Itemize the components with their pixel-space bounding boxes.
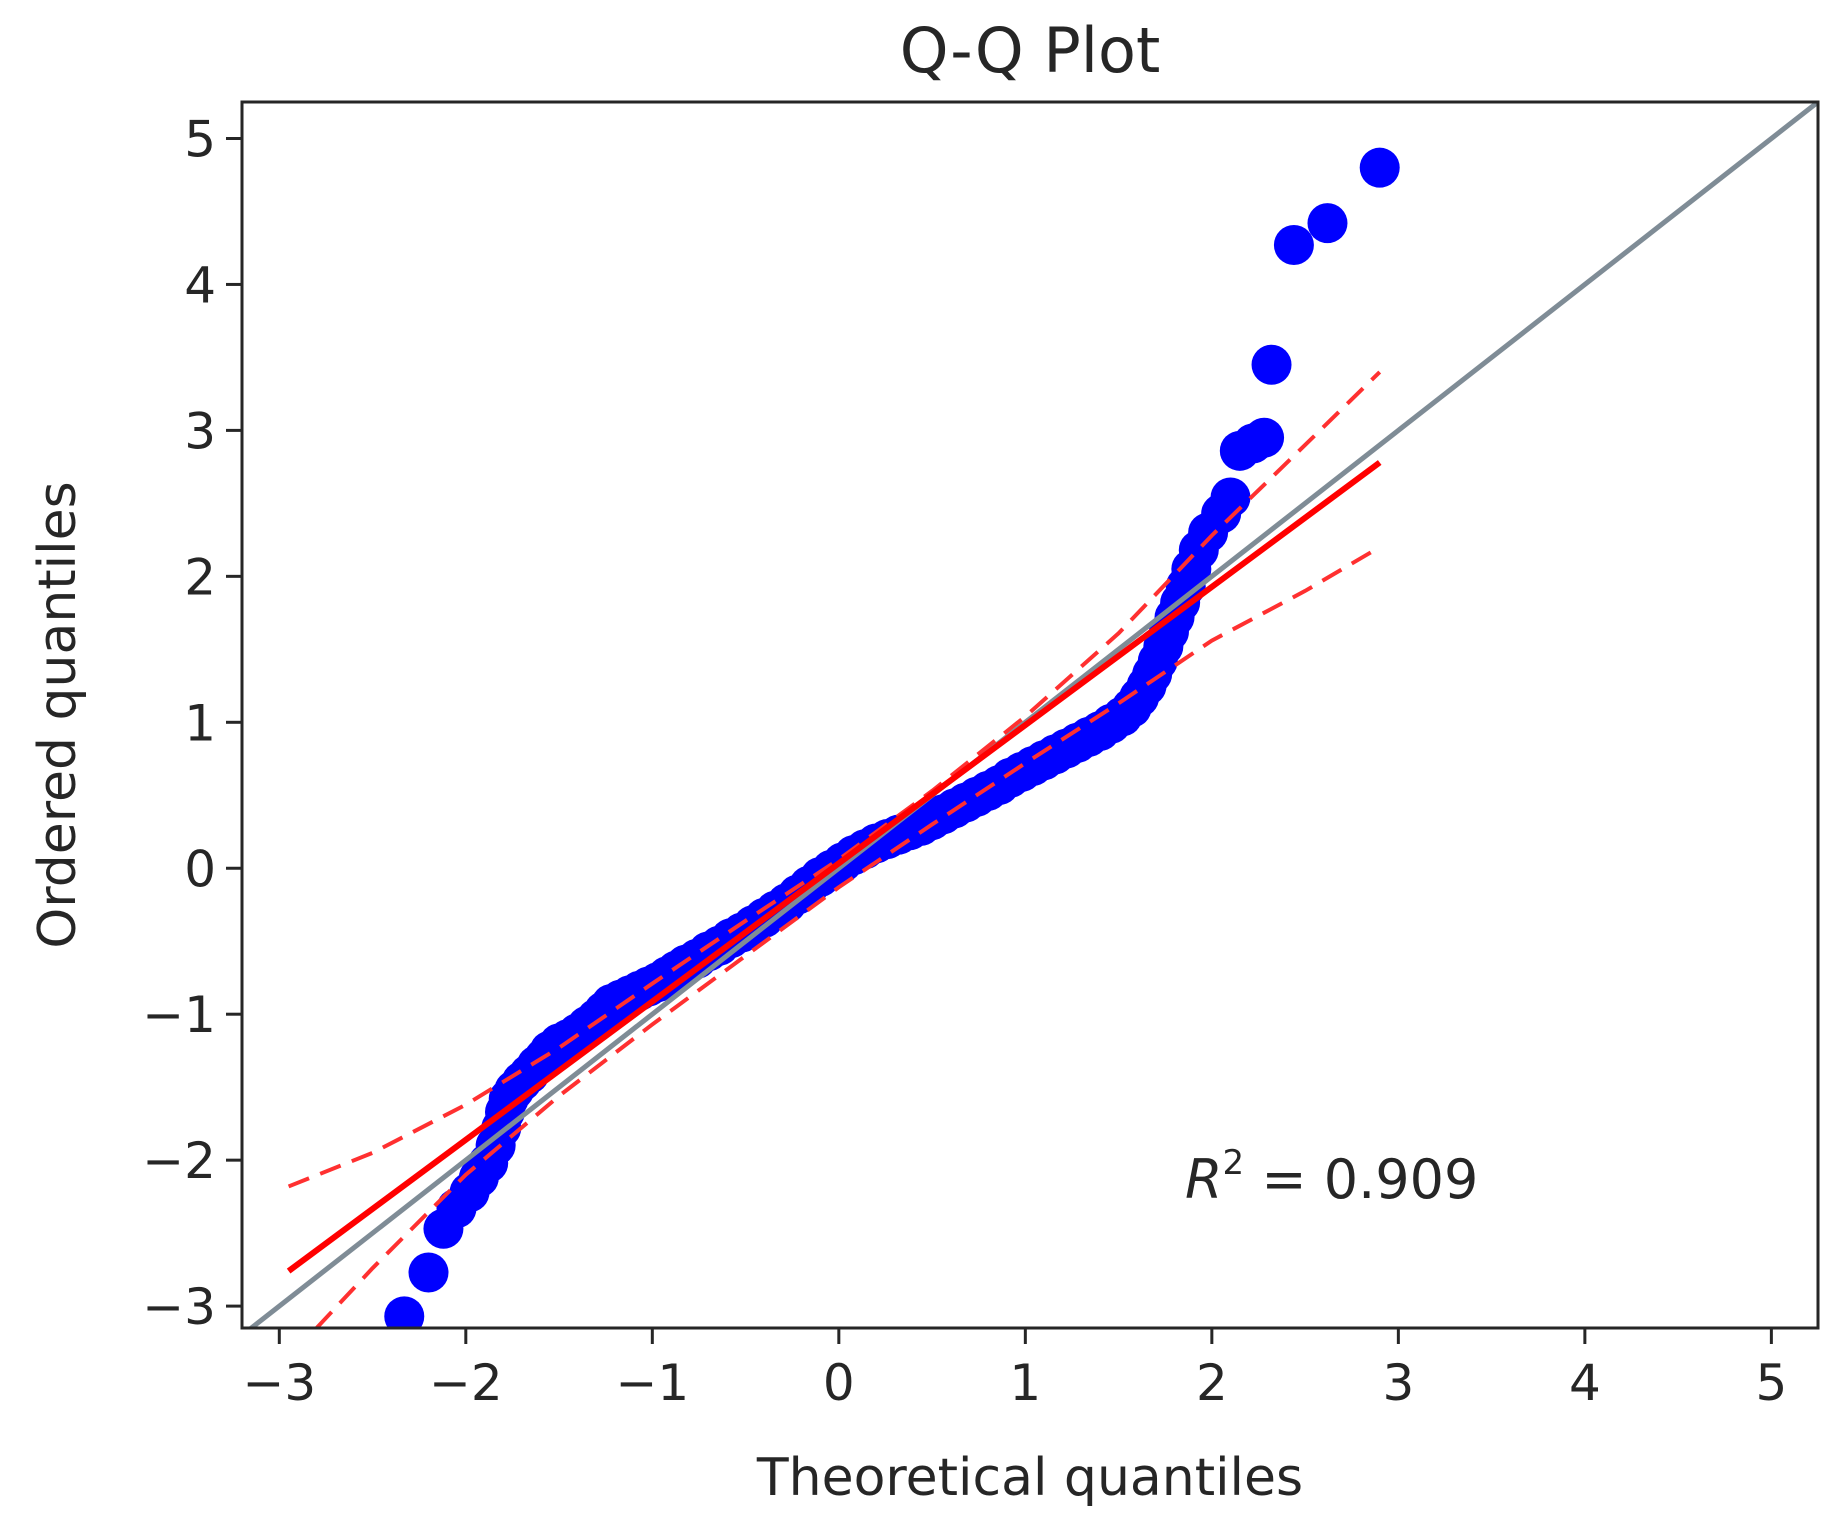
x-tick-label: 5 <box>1755 1354 1787 1412</box>
plot-area <box>247 102 1818 1328</box>
y-tick-label: 4 <box>184 256 216 314</box>
x-tick-label: −2 <box>429 1354 503 1412</box>
y-tick-label: 2 <box>184 548 216 606</box>
y-tick-label: −3 <box>142 1278 216 1336</box>
data-point-0 <box>384 1296 425 1328</box>
data-point-92 <box>1359 147 1400 188</box>
x-axis-label: Theoretical quantiles <box>756 1448 1303 1508</box>
x-tick-label: 0 <box>823 1354 855 1412</box>
data-point-89 <box>1251 344 1292 385</box>
y-tick-label: 0 <box>184 840 216 898</box>
chart-title: Q-Q Plot <box>900 14 1161 87</box>
y-tick-label: 1 <box>184 694 216 752</box>
plot-frame <box>240 100 1820 1330</box>
x-tick-label: −3 <box>242 1354 316 1412</box>
x-tick-label: 3 <box>1382 1354 1414 1412</box>
data-point-91 <box>1307 203 1348 244</box>
y-tick-label: 5 <box>184 110 216 168</box>
data-point-90 <box>1273 225 1314 266</box>
y-axis: −3 −2 −1 0 1 2 3 4 5 <box>142 110 242 1336</box>
fit-line <box>286 460 1382 1274</box>
r-squared-annotation: R2 = 0.909 <box>1185 1143 1478 1211</box>
x-tick-label: 1 <box>1009 1354 1041 1412</box>
r-squared-value: = 0.909 <box>1244 1148 1478 1211</box>
data-point-88 <box>1244 417 1285 458</box>
x-axis: −3 −2 −1 0 1 2 3 4 5 <box>242 1328 1787 1412</box>
x-tick-label: 2 <box>1196 1354 1228 1412</box>
confidence-lower-line <box>315 545 1381 1328</box>
y-tick-label: −1 <box>142 986 216 1044</box>
y-tick-label: −2 <box>142 1132 216 1190</box>
x-tick-label: 4 <box>1569 1354 1601 1412</box>
data-point-85 <box>1210 477 1251 518</box>
y-tick-label: 3 <box>184 402 216 460</box>
data-point-1 <box>408 1252 449 1293</box>
confidence-upper-line <box>287 370 1382 1189</box>
r-superscript: 2 <box>1223 1143 1245 1183</box>
y-axis-label: Ordered quantiles <box>28 481 88 948</box>
x-tick-label: −1 <box>615 1354 689 1412</box>
r-symbol: R <box>1185 1148 1223 1211</box>
